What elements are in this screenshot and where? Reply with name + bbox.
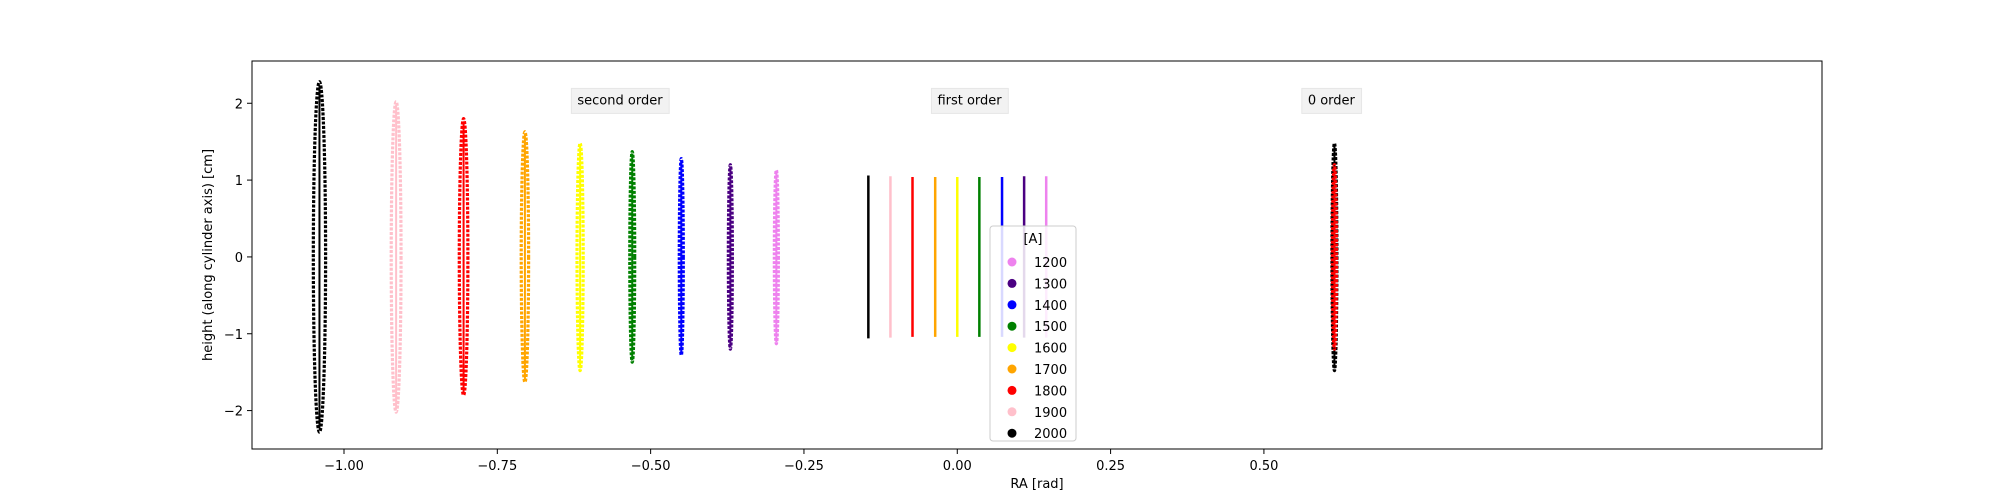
trace-second-order-1500: [628, 150, 637, 364]
legend-title: [A]: [1023, 232, 1042, 247]
legend-label: 1600: [1034, 342, 1067, 357]
legend-label: 2000: [1034, 427, 1067, 442]
x-tick-label: 0.50: [1249, 459, 1278, 474]
x-axis: −1.00 −0.75 −0.50 −0.25 0.00 0.25 0.50: [324, 449, 1278, 474]
y-tick-label: 2: [235, 97, 243, 112]
trace-second-order-1300: [726, 163, 734, 351]
legend-marker-1300: [1007, 278, 1017, 288]
annotation-box: [570, 87, 670, 114]
legend-marker-1600: [1007, 343, 1017, 353]
x-axis-label: RA [rad]: [1010, 477, 1063, 492]
legend-label: 1900: [1034, 406, 1067, 421]
legend: [A] 1200 1300 1400 1500 1600 1700 1800 1900 2000: [989, 225, 1077, 442]
y-tick-label: −2: [224, 405, 243, 420]
trace-second-order-1400: [677, 156, 685, 357]
annotation: first order: [930, 87, 1009, 114]
legend-marker-1500: [1007, 321, 1017, 331]
plot-border: [251, 60, 1823, 450]
trace-second-order-1600: [575, 141, 585, 373]
trace-second-order-1800: [457, 117, 470, 397]
annotation-text: 0 order: [1308, 93, 1356, 108]
trace-second-order-1200: [772, 168, 780, 346]
y-tick-label: −1: [224, 328, 243, 343]
legend-label: 1300: [1034, 277, 1067, 292]
legend-marker-1700: [1007, 364, 1017, 374]
annotation-box: [1301, 87, 1363, 114]
y-tick-label: 0: [235, 251, 243, 266]
legend-marker-2000: [1007, 428, 1017, 438]
legend-marker-1800: [1007, 385, 1017, 395]
trace-0-order-1800: [1330, 163, 1339, 351]
y-axis-label: height (along cylinder axis) [cm]: [201, 149, 216, 361]
legend-label: 1400: [1034, 299, 1067, 314]
legend-label: 1200: [1034, 256, 1067, 271]
annotation: 0 order: [1301, 87, 1363, 114]
legend-label: 1700: [1034, 363, 1067, 378]
data-marks: [311, 80, 1339, 434]
annotation: second order: [570, 87, 670, 114]
y-tick-label: 1: [235, 174, 243, 189]
x-tick-label: 0.25: [1096, 459, 1125, 474]
plot-frame: [251, 60, 1823, 450]
x-tick-label: −0.50: [631, 459, 671, 474]
annotation-text: first order: [937, 93, 1002, 108]
trace-second-order-1900: [389, 100, 403, 414]
trace-second-order-2000: [311, 80, 328, 434]
legend-marker-1400: [1007, 300, 1017, 310]
x-tick-label: 0.00: [943, 459, 972, 474]
x-tick-label: −0.75: [477, 459, 517, 474]
annotations: second order first order 0 order: [570, 87, 1363, 114]
legend-marker-1200: [1007, 257, 1017, 267]
trace-second-order-1700: [519, 130, 531, 384]
annotation-box: [930, 87, 1009, 114]
x-tick-label: −0.25: [784, 459, 824, 474]
legend-label: 1800: [1034, 384, 1067, 399]
legend-marker-1900: [1007, 407, 1017, 417]
legend-label: 1500: [1034, 320, 1067, 335]
y-axis: −2 −1 0 1 2: [224, 97, 252, 420]
annotation-text: second order: [577, 93, 663, 108]
x-tick-label: −1.00: [324, 459, 364, 474]
